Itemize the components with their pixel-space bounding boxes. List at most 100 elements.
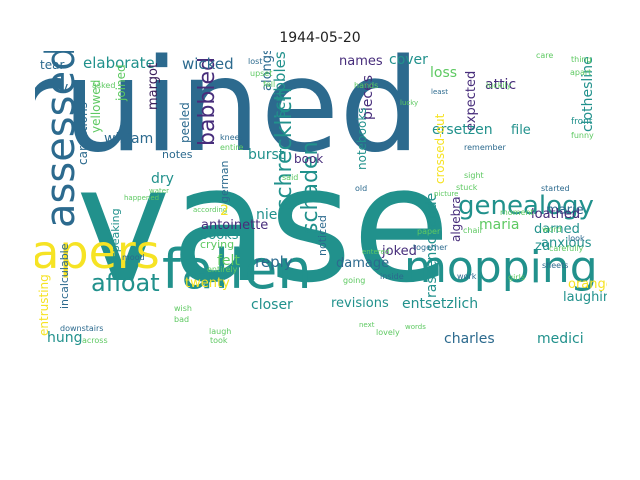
cloud-word-loss: loss [430,65,457,81]
cloud-word-front: front [571,117,593,127]
cloud-word-schrecklich: schrecklich [272,87,297,210]
cloud-word-carnations: carnations [76,102,90,165]
cloud-word-picture: picture [434,190,458,198]
cloud-word-incalculable: incalculable [58,243,71,309]
cloud-word-chair: chair [463,226,484,235]
word-cloud-canvas: ruinedvasepapersfallenmoppingfishingfore… [35,51,607,347]
cloud-word-water: water [149,187,169,195]
cloud-word-algebra: algebra [449,196,463,242]
cloud-word-asked: asked [92,81,115,90]
cloud-word-wish: wish [174,304,192,313]
cloud-word-apart: apart [570,68,591,77]
cloud-word-charles: charles [444,331,495,347]
cloud-word-hands: hands [354,81,378,90]
cloud-word-german: german [218,160,231,203]
cloud-word-zu: zu [535,239,550,254]
cloud-word-rassenschande: rassenschande [424,193,440,298]
cloud-word-speaking: speaking [109,208,122,258]
cloud-word-notebooks: notebooks [355,107,369,170]
cloud-word-nie: nie [256,207,277,223]
cloud-word-lost: lost [248,57,262,66]
cloud-word-names: names [339,54,383,69]
cloud-word-yellowed: yellowed [89,80,103,133]
cloud-word-work: work [457,272,477,281]
cloud-word-funny: funny [571,131,594,140]
cloud-word-stuck: stuck [456,183,478,192]
word-cloud: ruinedvasepapersfallenmoppingfishingfore… [35,51,607,351]
cloud-word-thing: thing [571,55,592,64]
cloud-word-orange: orange [568,277,607,292]
cloud-word-v: v [60,80,68,96]
cloud-word-across: across [82,336,108,345]
cloud-word-books: books [200,228,239,243]
cloud-word-hung: hung [47,330,83,346]
cloud-word-afloat: afloat [91,269,160,297]
cloud-word-joked: joked [381,244,417,259]
cloud-word-twenty: twenty [185,276,230,291]
cloud-word-words: words [405,323,426,331]
cloud-word-noticed: noticed [316,215,329,256]
cloud-word-reply: reply [255,253,293,271]
cloud-word-moment: moment [500,208,534,217]
cloud-word-anxious: anxious [541,236,592,251]
cloud-word-assessed: assessed [38,51,84,228]
cloud-word-file: file [511,123,531,138]
cloud-word-care: care [536,51,553,60]
cloud-word-attic: attic [485,77,516,93]
cloud-word-felt: felt [217,253,240,269]
cloud-word-expected: expected [464,71,479,131]
cloud-word-next: next [359,321,375,329]
page-title: 1944-05-20 [279,30,361,46]
cloud-word-sheets: sheets [542,261,568,270]
cloud-word-lucky: lucky [400,99,418,107]
cloud-word-notes: notes [162,148,193,161]
cloud-word-entire: entire [220,143,243,152]
cloud-word-entrusting: entrusting [37,274,51,336]
cloud-word-maria: maria [479,217,519,233]
cloud-word-word: word [542,225,562,234]
cloud-word-revisions: revisions [331,296,389,311]
cloud-word-burst: burst [248,147,285,163]
cloud-word-fallen: fallen [162,238,312,301]
cloud-word-entsetzlich: entsetzlich [402,296,478,312]
cloud-word-peeled: peeled [178,102,192,143]
cloud-word-joined: joined [114,64,128,102]
cloud-word-fell: fell [263,80,275,89]
cloud-word-paper: paper [417,227,441,236]
cloud-word-sight: sight [464,171,484,180]
cloud-word-papers: papers [35,225,160,279]
cloud-word-william: william [104,131,153,147]
cloud-word-together: together [413,243,448,252]
cloud-word-entirely: entirely [207,265,238,274]
cloud-word-going: going [343,276,365,285]
cloud-word-said: said [282,173,298,182]
cloud-word-ersetzen: ersetzen [432,122,493,138]
cloud-word-margot: margot [146,63,161,110]
cloud-word-schaden: schaden [298,142,323,234]
cloud-word-tear: tear [40,58,64,72]
cloud-word-crying: crying [200,238,234,251]
cloud-word-crossed-out: crossed-out [433,113,447,184]
cloud-word-upset: upset [250,69,272,78]
cloud-word-carefully: carefully [549,244,584,253]
cloud-word-entered: entered [362,248,389,256]
cloud-word-happened: happened [124,194,159,202]
cloud-word-started: started [541,184,570,193]
cloud-word-loathed: loathed [531,207,580,222]
cloud-word-marie: marie [546,203,584,218]
cloud-word-mopping: mopping [404,242,598,293]
cloud-word-downstairs: downstairs [60,324,103,333]
cloud-word-old: old [355,184,367,193]
cloud-word-elaborate: elaborate [83,54,155,72]
cloud-word-knees: knees [220,133,244,142]
cloud-word-babbled: babbled [195,57,220,146]
cloud-word-dry: dry [151,171,174,187]
cloud-word-laughing: laughing [563,290,607,305]
cloud-word-clothesline: clothesline [580,56,596,132]
cloud-word-took: took [210,336,228,345]
cloud-word-scribbles: scribbles [271,51,289,118]
cloud-word-mood: mood [122,253,145,262]
cloud-word-look: look [568,234,585,243]
cloud-word-luckily: luckily [486,81,512,90]
cloud-word-inside: inside [380,272,404,281]
